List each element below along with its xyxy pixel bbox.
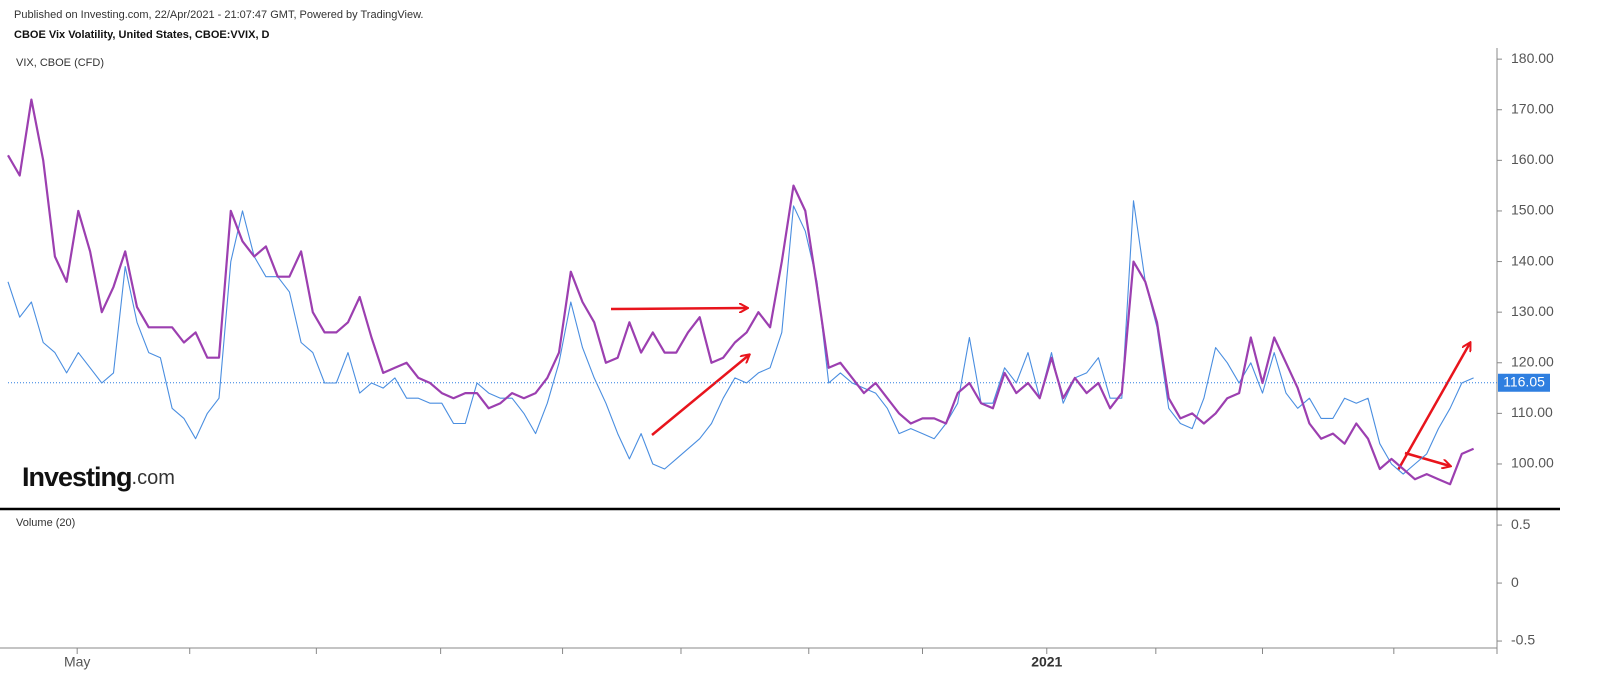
y-tick-label: 180.00	[1511, 50, 1554, 66]
arrow	[651, 355, 749, 436]
last-value-box	[1498, 373, 1550, 392]
published-note: Published on Investing.com, 22/Apr/2021 …	[14, 9, 423, 21]
last-value-label: 116.05	[1503, 373, 1545, 389]
volume-label: Volume (20)	[16, 517, 75, 529]
y-tick-label: 150.00	[1511, 202, 1554, 218]
series-legend: VIX, CBOE (CFD)	[16, 57, 104, 69]
series-line	[7, 200, 1474, 475]
y-tick-label: 140.00	[1511, 252, 1554, 268]
y-tick-label: 170.00	[1511, 100, 1554, 116]
arrow	[1396, 343, 1470, 471]
y-tick-label: 100.00	[1511, 455, 1554, 471]
x-tick-label: May	[64, 654, 90, 670]
series-line	[7, 98, 1475, 486]
arrow	[1404, 451, 1450, 466]
annotations	[610, 308, 1470, 471]
y-tick-label: 0.5	[1511, 516, 1531, 532]
y-tick-label: -0.5	[1511, 632, 1535, 648]
logo-suffix: .com	[132, 467, 175, 489]
y-tick-label: 110.00	[1511, 404, 1553, 420]
arrow	[610, 308, 747, 309]
y-tick-label: 120.00	[1511, 353, 1554, 369]
y-tick-label: 130.00	[1511, 303, 1554, 319]
logo: Investing.com	[22, 462, 175, 492]
logo-brand: Investing	[22, 462, 132, 492]
chart-title: CBOE Vix Volatility, United States, CBOE…	[14, 29, 270, 41]
x-tick-label: 2021	[1031, 654, 1062, 670]
y-tick-label: 0	[1511, 574, 1519, 590]
y-tick-label: 160.00	[1511, 151, 1554, 167]
